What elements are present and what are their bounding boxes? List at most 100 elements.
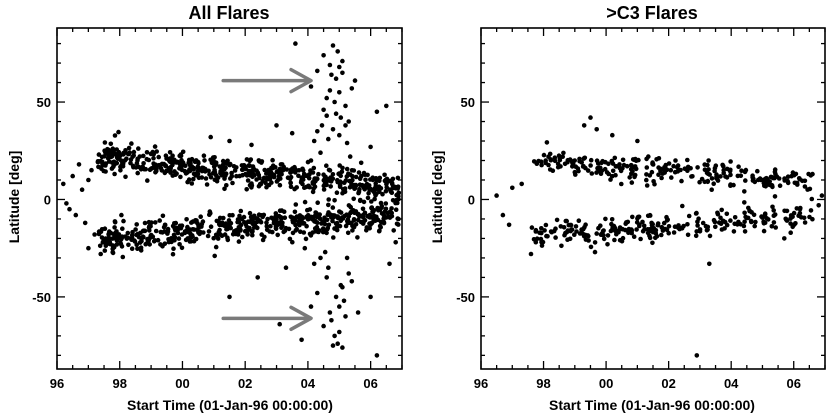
data-point (245, 178, 251, 183)
data-point (707, 261, 712, 267)
data-point (539, 226, 544, 231)
data-point (123, 174, 128, 180)
data-point (742, 200, 747, 205)
data-point (234, 173, 239, 179)
data-point (179, 245, 185, 251)
data-point (685, 232, 691, 238)
data-point (345, 220, 351, 226)
data-point (337, 223, 343, 229)
chart-title: >C3 Flares (606, 3, 698, 23)
data-point (792, 180, 798, 186)
data-point (572, 158, 577, 163)
data-point (135, 170, 140, 176)
data-point (722, 226, 727, 231)
data-point (551, 228, 557, 234)
data-point (326, 167, 332, 173)
data-point (743, 214, 748, 220)
data-point (134, 232, 139, 238)
data-point (651, 226, 657, 231)
data-point (344, 174, 350, 179)
chart-title: All Flares (188, 3, 269, 23)
data-point (291, 218, 297, 224)
data-point (721, 163, 726, 169)
y-tick-label: 50 (461, 95, 475, 110)
data-point (688, 166, 693, 171)
data-point (202, 158, 207, 163)
data-point (277, 321, 283, 327)
data-point (606, 161, 611, 167)
data-point (690, 174, 695, 179)
data-point (280, 223, 285, 229)
data-point (315, 290, 320, 296)
data-point (277, 220, 283, 225)
x-tick-label: 00 (599, 376, 613, 391)
y-tick-label: 0 (44, 192, 51, 207)
data-point (203, 176, 209, 181)
data-point (260, 214, 266, 220)
data-point (533, 239, 539, 245)
data-point (373, 176, 379, 181)
data-point (659, 232, 664, 238)
data-point (391, 228, 397, 233)
data-point (366, 190, 371, 196)
data-point (555, 164, 561, 170)
data-point (782, 236, 787, 241)
data-point (368, 294, 373, 300)
data-point (299, 337, 304, 343)
data-point (158, 165, 164, 171)
data-point (154, 168, 159, 174)
data-point (86, 177, 91, 183)
data-point (324, 163, 329, 168)
data-point (311, 165, 317, 171)
x-tick-label: 04 (301, 376, 316, 391)
data-point (322, 249, 328, 255)
data-point (230, 212, 235, 218)
data-point (222, 186, 227, 192)
data-point (658, 168, 663, 174)
data-point (145, 178, 150, 183)
data-point (816, 203, 821, 208)
data-point (259, 160, 264, 165)
data-point (149, 220, 154, 225)
data-point (330, 205, 336, 210)
data-point (320, 226, 326, 231)
data-point (543, 222, 549, 228)
data-point (739, 168, 744, 173)
data-point (627, 175, 632, 180)
data-point (276, 173, 282, 179)
data-point (361, 186, 367, 191)
data-point (634, 227, 639, 232)
x-tick-label: 02 (661, 376, 675, 391)
data-point (98, 251, 103, 257)
data-point (741, 223, 747, 229)
data-point (147, 224, 152, 229)
data-point (764, 181, 769, 186)
data-point (377, 189, 382, 195)
data-point (154, 149, 159, 154)
data-point (185, 179, 190, 185)
data-point (325, 225, 331, 231)
data-point (548, 157, 554, 163)
data-point (695, 219, 700, 224)
data-point (494, 193, 499, 198)
data-point (277, 208, 283, 213)
data-point (349, 168, 355, 173)
data-point (588, 163, 593, 168)
data-point (222, 160, 228, 165)
data-point (350, 208, 356, 214)
data-point (318, 255, 323, 261)
data-point (358, 160, 364, 166)
data-point (131, 149, 137, 155)
data-point (175, 160, 181, 165)
data-point (206, 229, 212, 234)
data-point (340, 58, 345, 64)
data-point (324, 217, 330, 223)
data-point (120, 226, 125, 231)
data-point (718, 215, 723, 221)
data-point (685, 157, 690, 163)
data-point (227, 294, 232, 300)
data-point (588, 157, 594, 163)
data-point (552, 158, 558, 164)
data-point (300, 168, 306, 173)
data-point (209, 160, 215, 166)
